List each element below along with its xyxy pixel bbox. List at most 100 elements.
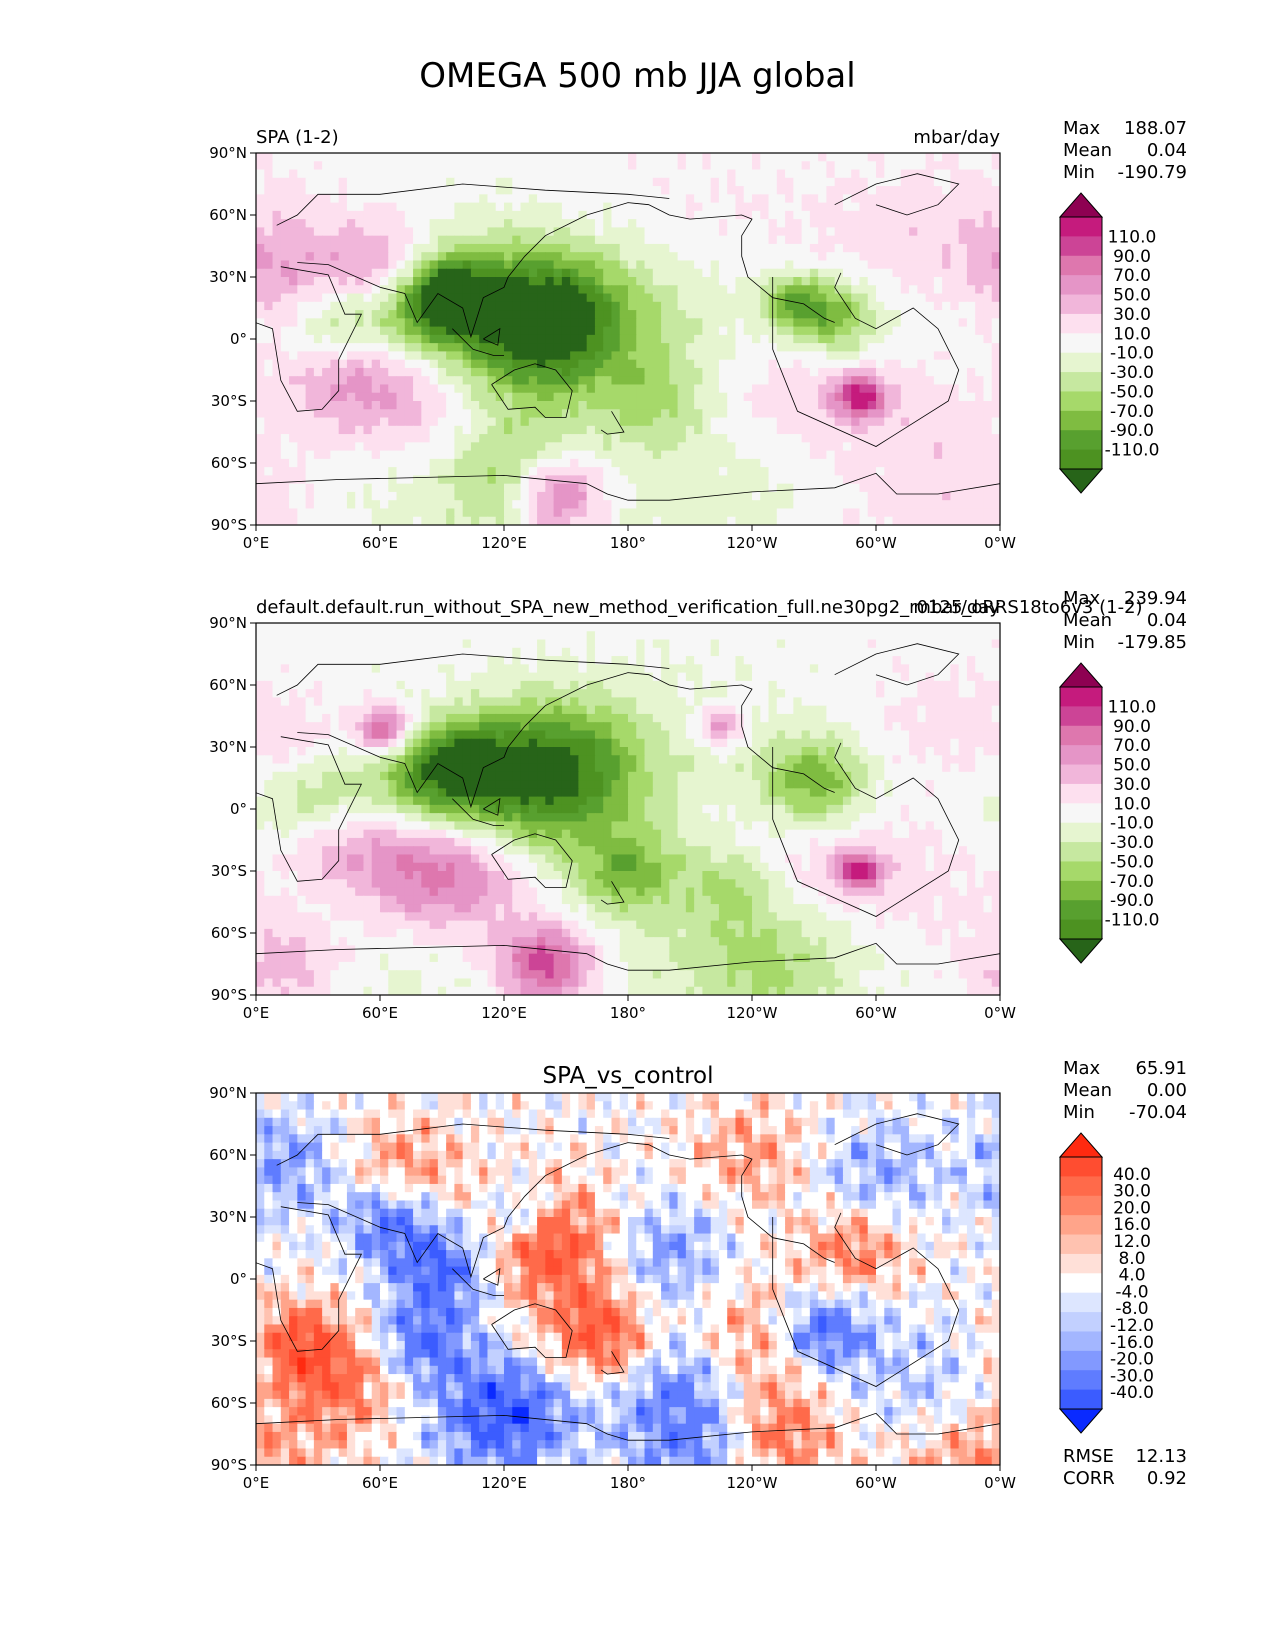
- heatmap-cell: [867, 392, 877, 402]
- heatmap-cell: [652, 417, 662, 427]
- heatmap-cell: [520, 210, 530, 220]
- heatmap-cell: [537, 177, 546, 187]
- heatmap-cell: [636, 268, 646, 278]
- heatmap-cell: [256, 153, 265, 162]
- heatmap-cell: [801, 672, 811, 682]
- heatmap-cell: [413, 508, 422, 518]
- heatmap-cell: [363, 425, 373, 435]
- heatmap-cell: [305, 243, 315, 253]
- heatmap-cell: [785, 647, 794, 657]
- heatmap-cell: [694, 475, 703, 485]
- heatmap-cell: [437, 689, 447, 698]
- heatmap-cell: [297, 680, 307, 690]
- heatmap-cell: [586, 260, 596, 270]
- heatmap-cell: [462, 639, 472, 649]
- heatmap-cell: [355, 475, 365, 485]
- heatmap-cell: [917, 401, 927, 410]
- heatmap-cell: [396, 442, 406, 452]
- heatmap-cell: [470, 367, 480, 377]
- heatmap-cell: [594, 227, 604, 237]
- heatmap-cell: [735, 409, 745, 419]
- colorbar-extend-top: [1058, 192, 1104, 218]
- heatmap-cell: [785, 425, 794, 435]
- heatmap-cell: [594, 656, 604, 665]
- heatmap-cell: [727, 367, 737, 377]
- heatmap-cell: [264, 169, 274, 179]
- heatmap-cell: [611, 483, 621, 493]
- heatmap-cell: [826, 177, 836, 187]
- heatmap-cell: [297, 631, 307, 641]
- heatmap-cell: [892, 384, 902, 394]
- heatmap-cell: [264, 260, 274, 270]
- heatmap-cell: [495, 376, 505, 386]
- heatmap-cell: [330, 458, 340, 468]
- heatmap-cell: [371, 508, 381, 518]
- heatmap-cell: [900, 277, 910, 286]
- heatmap-cell: [264, 500, 274, 510]
- heatmap-cell: [479, 326, 489, 336]
- heatmap-cell: [933, 277, 943, 286]
- heatmap-cell: [834, 367, 844, 377]
- heatmap-cell: [380, 343, 389, 352]
- heatmap-cell: [561, 475, 571, 485]
- heatmap-cell: [793, 367, 803, 377]
- heatmap-cell: [454, 516, 464, 525]
- heatmap-cell: [586, 186, 596, 195]
- heatmap-cell: [669, 623, 679, 632]
- heatmap-cell: [545, 697, 555, 707]
- heatmap-cell: [917, 334, 927, 344]
- heatmap-cell: [933, 210, 943, 220]
- heatmap-cell: [776, 483, 786, 493]
- heatmap-cell: [669, 656, 679, 665]
- heatmap-cell: [578, 334, 588, 344]
- heatmap-cell: [528, 343, 538, 352]
- heatmap-cell: [818, 301, 827, 311]
- heatmap-cell: [487, 458, 497, 468]
- heatmap-cell: [842, 277, 852, 286]
- heatmap-cell: [371, 177, 381, 187]
- heatmap-cell: [900, 169, 910, 179]
- heatmap-cell: [272, 310, 282, 319]
- heatmap-cell: [388, 475, 398, 485]
- heatmap-cell: [380, 697, 389, 707]
- heatmap-cell: [785, 293, 794, 303]
- heatmap-cell: [297, 376, 307, 386]
- heatmap-cell: [437, 186, 447, 195]
- heatmap-cell: [421, 450, 431, 460]
- heatmap-cell: [768, 458, 778, 468]
- heatmap-cell: [867, 367, 877, 377]
- heatmap-cell: [429, 326, 439, 336]
- heatmap-cell: [884, 483, 894, 493]
- heatmap-cell: [322, 450, 331, 460]
- heatmap-cell: [396, 450, 406, 460]
- heatmap-cell: [437, 491, 447, 501]
- heatmap-cell: [644, 318, 654, 328]
- heatmap-cell: [909, 235, 918, 245]
- heatmap-cell: [917, 367, 927, 377]
- heatmap-cell: [768, 664, 778, 674]
- heatmap-cell: [454, 301, 464, 311]
- heatmap-cell: [851, 293, 861, 303]
- heatmap-cell: [842, 491, 852, 501]
- heatmap-cell: [884, 467, 894, 476]
- heatmap-cell: [669, 219, 679, 228]
- heatmap-cell: [264, 177, 274, 187]
- heatmap-cell: [495, 293, 505, 303]
- heatmap-cell: [900, 367, 910, 377]
- heatmap-cell: [330, 343, 340, 352]
- heatmap-cell: [487, 647, 497, 657]
- heatmap-cell: [280, 483, 290, 493]
- heatmap-cell: [983, 483, 993, 493]
- heatmap-cell: [256, 639, 265, 649]
- heatmap-cell: [495, 425, 505, 435]
- heatmap-cell: [371, 450, 381, 460]
- heatmap-cell: [958, 672, 968, 682]
- heatmap-cell: [942, 491, 951, 501]
- heatmap-cell: [297, 277, 307, 286]
- heatmap-cell: [280, 243, 290, 253]
- heatmap-cell: [495, 450, 505, 460]
- heatmap-cell: [842, 235, 852, 245]
- heatmap-cell: [975, 343, 985, 352]
- heatmap-cell: [876, 194, 885, 204]
- heatmap-cell: [818, 672, 827, 682]
